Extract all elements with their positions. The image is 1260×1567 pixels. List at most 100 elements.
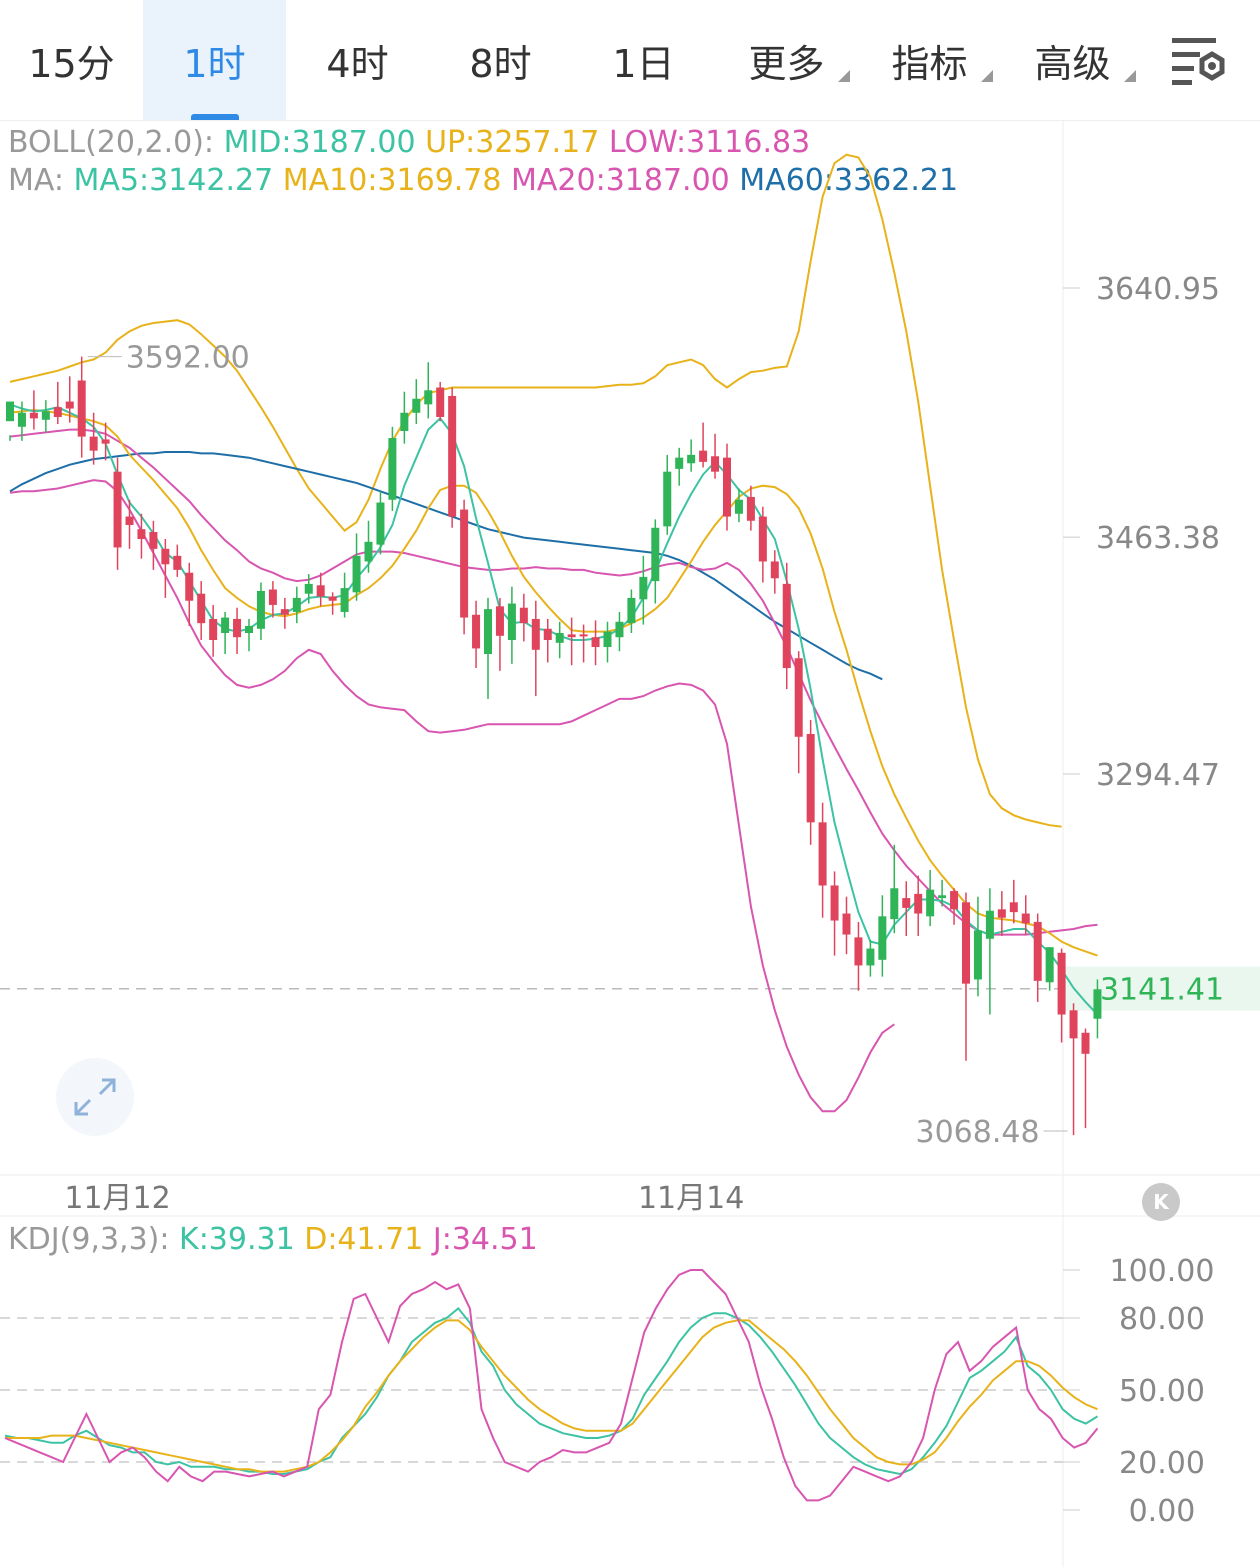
ma20-line bbox=[9, 428, 1098, 936]
kdj-tick-label: 50.00 bbox=[1119, 1374, 1205, 1409]
candle-body bbox=[460, 509, 469, 618]
current-price-label: 3141.41 bbox=[1100, 973, 1224, 1008]
candle-body bbox=[543, 628, 552, 641]
candle-body bbox=[221, 617, 230, 633]
ma-legend-item: MA60:3362.21 bbox=[730, 163, 958, 198]
active-tab-indicator bbox=[190, 114, 239, 120]
kdj-tick-label: 80.00 bbox=[1119, 1302, 1205, 1337]
kdj-k-line bbox=[4, 1306, 1099, 1476]
candle-body bbox=[292, 597, 301, 612]
candle-body bbox=[424, 390, 433, 405]
ma-legend-item: MA20:3187.00 bbox=[501, 163, 729, 198]
kdj-j-line bbox=[4, 1269, 1099, 1502]
candle-body bbox=[830, 885, 839, 921]
tab-1[interactable]: 1时 bbox=[143, 0, 286, 120]
candle-body bbox=[699, 450, 708, 462]
candle-body bbox=[1009, 902, 1018, 913]
candle-body bbox=[137, 529, 146, 540]
candle-body bbox=[161, 548, 170, 565]
candle-body bbox=[472, 614, 481, 649]
candle-body bbox=[734, 499, 743, 514]
ma-legend-item: MA10:3169.78 bbox=[273, 163, 501, 198]
tab-2[interactable]: 4时 bbox=[286, 0, 429, 120]
ma-legend: MA: MA5:3142.27 MA10:3169.78 MA20:3187.0… bbox=[8, 163, 958, 198]
candle-body bbox=[758, 516, 767, 562]
boll-legend: BOLL(20,2.0): MID:3187.00 UP:3257.17 LOW… bbox=[8, 125, 810, 160]
candle-body bbox=[209, 618, 218, 641]
boll-upper-band bbox=[9, 153, 1062, 828]
boll-legend-item: MID:3187.00 bbox=[214, 125, 416, 160]
dropdown-caret-icon bbox=[838, 70, 850, 82]
candle-body bbox=[663, 471, 672, 527]
candle-body bbox=[985, 910, 994, 939]
candle-body bbox=[1057, 952, 1066, 1015]
tab-label: 4时 bbox=[326, 41, 389, 86]
candle-body bbox=[962, 902, 970, 984]
candle-body bbox=[340, 588, 349, 612]
chart-area[interactable]: BOLL(20,2.0): MID:3187.00 UP:3257.17 LOW… bbox=[0, 120, 1260, 1567]
tab-label: 1日 bbox=[612, 41, 675, 86]
tab-3[interactable]: 8时 bbox=[429, 0, 572, 120]
candle-body bbox=[938, 895, 947, 899]
candle-body bbox=[770, 561, 779, 579]
candle-body bbox=[746, 496, 755, 521]
candle-body bbox=[854, 937, 863, 966]
candle-body bbox=[448, 395, 457, 517]
candle-body bbox=[926, 889, 935, 917]
tab-0[interactable]: 15分 bbox=[0, 0, 143, 120]
low-price-label: 3068.48 bbox=[915, 1115, 1039, 1150]
candle-body bbox=[531, 618, 540, 650]
candle-body bbox=[6, 401, 14, 422]
candle-body bbox=[245, 625, 253, 633]
boll-legend-item: BOLL(20,2.0): bbox=[8, 125, 214, 160]
candle-body bbox=[818, 822, 827, 886]
ma-legend-item: MA: bbox=[8, 163, 64, 198]
candle-body bbox=[256, 590, 265, 629]
candle-body bbox=[53, 407, 62, 417]
candle-body bbox=[113, 471, 122, 548]
candle-body bbox=[328, 596, 337, 601]
tab-5[interactable]: 更多 bbox=[715, 0, 858, 120]
candle-body bbox=[1093, 989, 1102, 1019]
k-badge-button[interactable]: K bbox=[1142, 1183, 1180, 1221]
boll-lower-band bbox=[9, 479, 895, 1113]
candle-body bbox=[866, 948, 875, 966]
candle-body bbox=[304, 583, 313, 594]
dropdown-caret-icon bbox=[1124, 70, 1136, 82]
tab-6[interactable]: 指标 bbox=[858, 0, 1001, 120]
high-price-label: 3592.00 bbox=[126, 341, 250, 376]
kdj-legend-item: K:39.31 bbox=[169, 1222, 294, 1257]
tab-label: 1时 bbox=[183, 41, 246, 86]
y-tick-label: 3640.95 bbox=[1096, 272, 1220, 307]
expand-arrows-icon bbox=[74, 1078, 116, 1116]
candle-body bbox=[197, 593, 206, 624]
x-axis-label: 11月14 bbox=[638, 1181, 744, 1216]
candle-body bbox=[101, 439, 110, 444]
candle-body bbox=[519, 607, 528, 624]
candle-body bbox=[902, 898, 911, 908]
tab-4[interactable]: 1日 bbox=[572, 0, 715, 120]
candle-body bbox=[914, 893, 923, 914]
x-axis-label: 11月12 bbox=[64, 1181, 170, 1216]
candle-body bbox=[484, 609, 492, 655]
candle-body bbox=[591, 637, 600, 648]
candle-body bbox=[316, 585, 325, 597]
candle-body bbox=[687, 454, 696, 464]
candle-body bbox=[233, 618, 242, 638]
candle-body bbox=[125, 516, 134, 525]
expand-button[interactable] bbox=[56, 1058, 134, 1136]
candle-body bbox=[723, 457, 731, 517]
candle-body bbox=[65, 401, 74, 409]
candle-body bbox=[41, 411, 50, 420]
kdj-tick-label: 20.00 bbox=[1119, 1446, 1205, 1481]
tab-label: 8时 bbox=[469, 41, 532, 86]
candle-body bbox=[603, 631, 612, 648]
candle-body bbox=[1069, 1010, 1078, 1039]
candle-body bbox=[997, 909, 1006, 918]
y-tick-label: 3463.38 bbox=[1096, 521, 1220, 556]
candle-body bbox=[280, 609, 289, 615]
tab-7[interactable]: 高级 bbox=[1001, 0, 1144, 120]
candle-body bbox=[794, 658, 803, 737]
chart-settings-button[interactable] bbox=[1168, 30, 1232, 94]
kdj-legend: KDJ(9,3,3): K:39.31 D:41.71 J:34.51 bbox=[8, 1222, 538, 1257]
